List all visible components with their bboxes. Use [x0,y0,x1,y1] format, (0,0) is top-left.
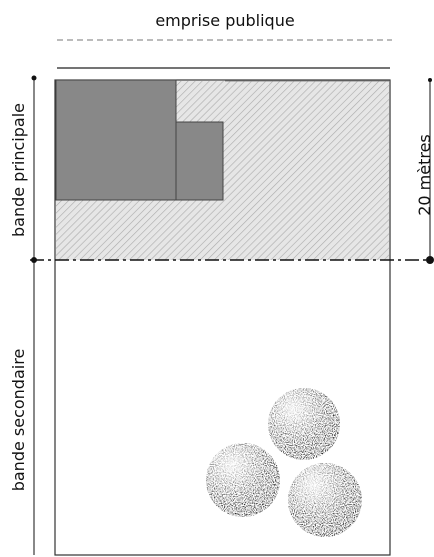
trees [206,388,362,537]
tree-shade [206,443,280,517]
dot [31,75,37,81]
tree-shade [268,388,340,460]
building-annex [175,121,224,201]
building [55,79,177,201]
title: emprise publique [155,11,294,30]
dot [31,257,37,263]
secondary-band-label: bande secondaire [9,349,28,492]
tree-shade [288,463,362,537]
dot [426,256,434,264]
dot [428,78,432,82]
distance-label: 20 mètres [415,134,434,216]
main-band-label: bande principale [9,103,28,237]
